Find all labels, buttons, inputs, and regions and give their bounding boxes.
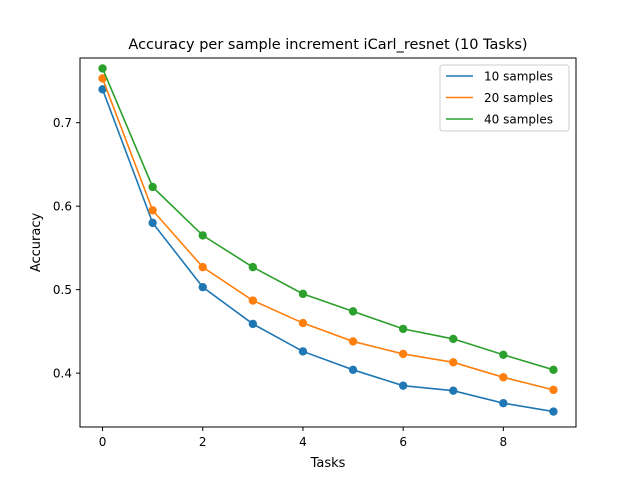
data-point [499,373,508,382]
y-tick-label: 0.7 [53,116,72,130]
series-line [101,89,554,413]
data-point [449,334,458,344]
data-point [148,206,157,215]
plot-area [98,64,558,416]
data-point [148,218,157,228]
data-point [549,365,558,375]
data-point [449,386,458,395]
data-point [148,182,157,192]
y-tick-label: 0.4 [53,367,72,381]
series-line [101,68,554,371]
data-point [348,337,358,346]
legend-label: 10 samples [484,70,553,84]
legend: 10 samples 20 samples 40 samples [439,64,570,132]
data-point [248,296,258,305]
y-axis-label: Accuracy [29,213,44,273]
data-point [98,85,107,94]
x-axis: 0 2 4 6 8 [99,427,507,449]
plot-frame [79,57,577,428]
data-point [549,407,558,416]
data-point [398,349,408,359]
data-point [348,307,358,316]
x-tick-label: 4 [299,435,307,449]
data-point [298,347,308,356]
data-point [248,262,258,272]
legend-box [439,64,570,132]
data-point [198,282,207,292]
data-point [298,318,308,328]
x-tick-label: 2 [199,435,207,449]
chart-title: Accuracy per sample increment iCarl_resn… [128,37,527,53]
x-tick-label: 6 [399,435,407,449]
data-point [248,319,258,329]
y-tick-label: 0.6 [53,200,72,214]
legend-label: 20 samples [484,91,553,105]
x-tick-label: 0 [99,435,107,449]
data-point [398,381,408,390]
data-point [549,385,558,395]
y-tick-label: 0.5 [53,283,72,297]
data-point [98,74,107,83]
x-tick-label: 8 [500,435,508,449]
data-point [499,399,508,408]
data-point [398,324,408,334]
series-line [101,78,554,391]
data-point [499,350,508,359]
data-point [198,231,207,240]
data-point [298,289,308,299]
data-point [348,365,358,375]
data-point [98,64,107,73]
data-point [198,262,207,272]
x-axis-label: Tasks [310,456,346,471]
y-axis: 0.4 0.5 0.6 0.7 [53,116,80,381]
data-point [449,358,458,367]
legend-label: 40 samples [484,113,553,127]
